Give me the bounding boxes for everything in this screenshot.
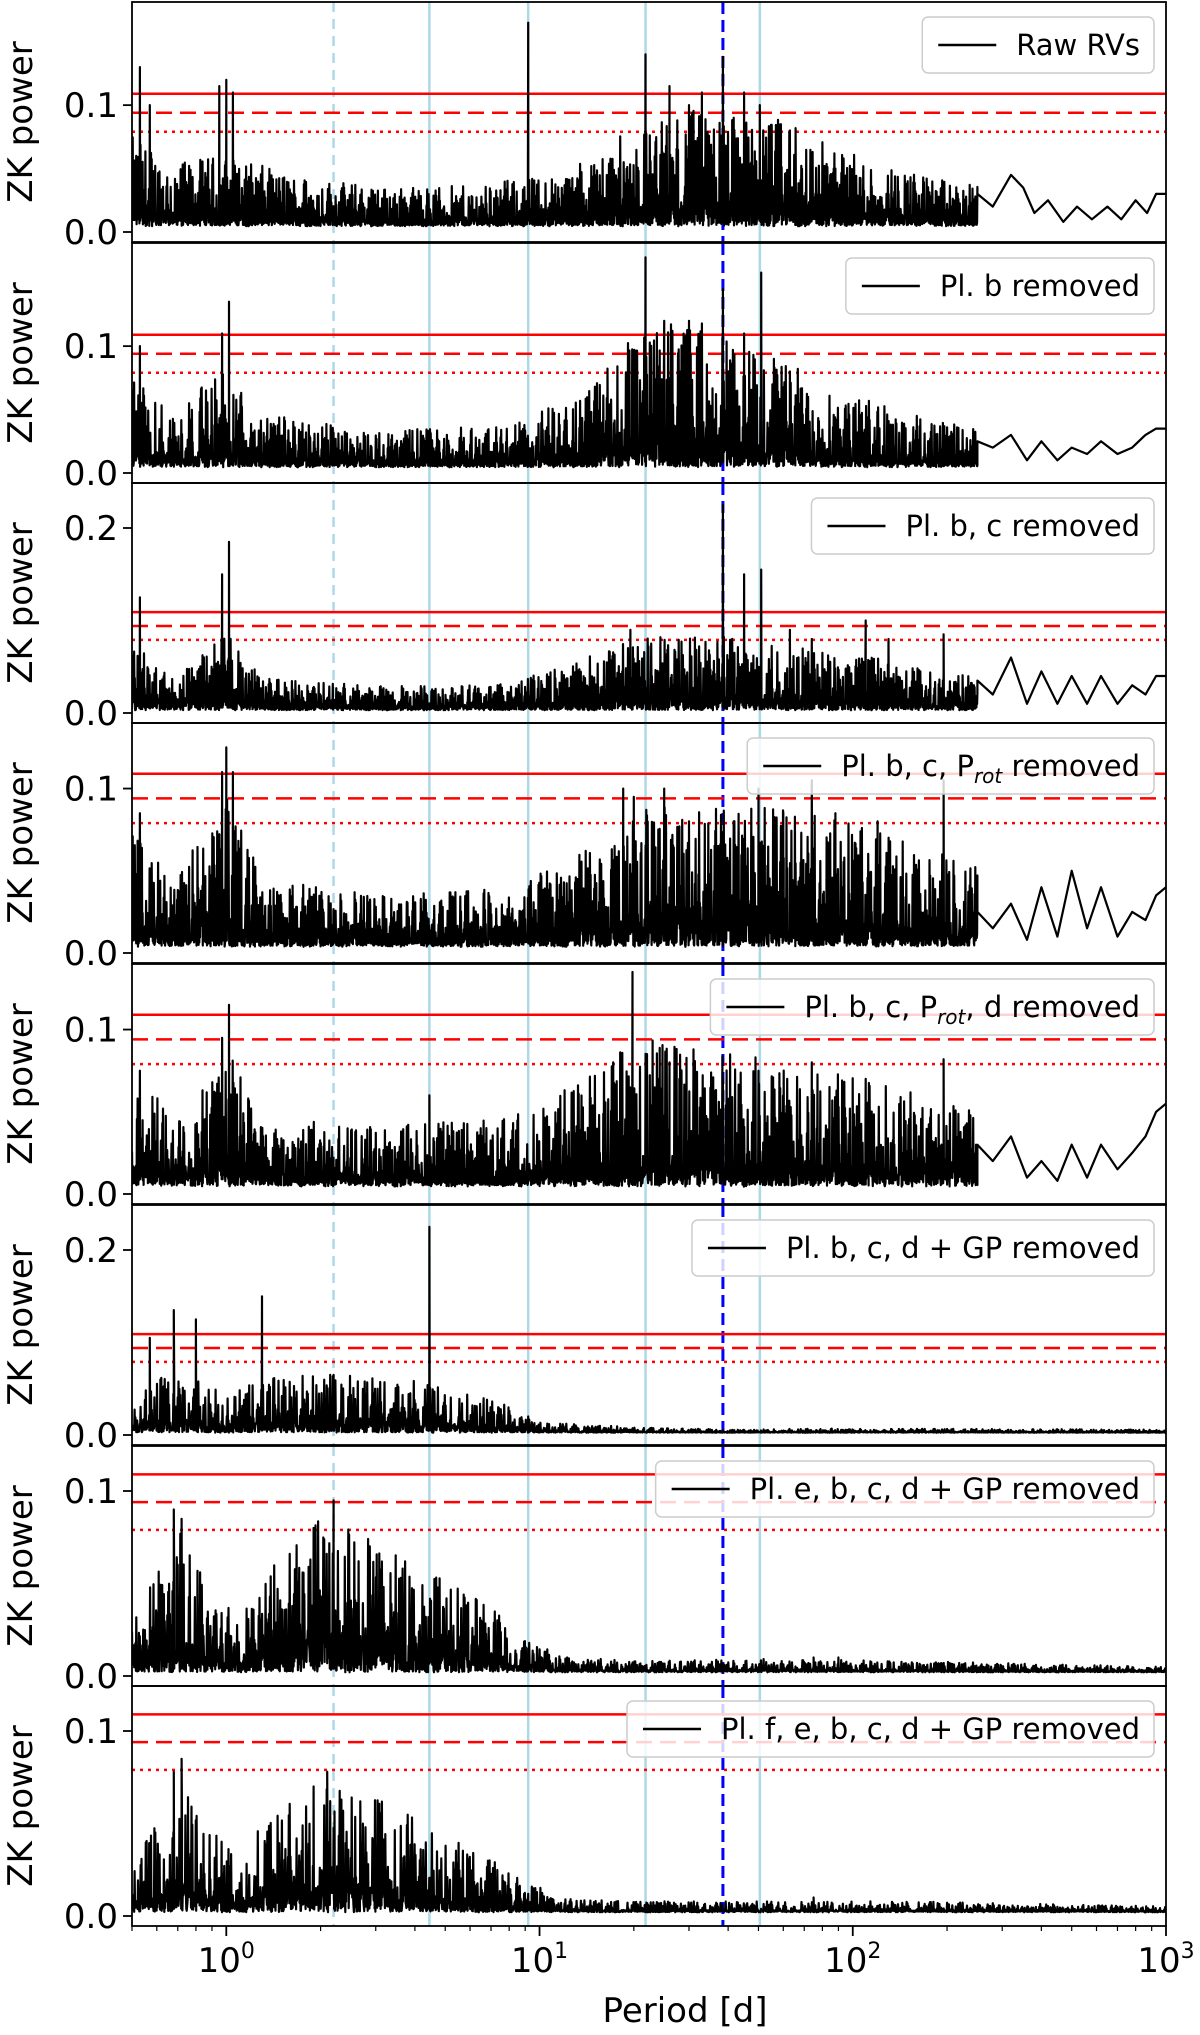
y-axis-label: ZK power — [1, 1485, 41, 1647]
panel-plot-area — [132, 2, 1166, 242]
x-axis: 100 101 102 103 — [131, 1926, 1195, 1981]
y-tick-label: 0.0 — [64, 1657, 118, 1697]
legend: Pl. b, c removed — [810, 497, 1155, 555]
panel-6: 0.0 0.2 ZK power Pl. b, c, d + GP removed — [1, 1204, 1167, 1456]
y-tick-label: 0.2 — [64, 1231, 118, 1271]
x-axis-label: Period [d] — [603, 1991, 768, 2031]
legend: Pl. b, c, Prot, d removed — [709, 978, 1155, 1036]
y-tick-label: 0.0 — [64, 934, 118, 974]
panel-plot-area — [132, 1205, 1166, 1445]
legend-box — [845, 257, 1155, 315]
y-axis-label: ZK power — [1, 522, 41, 684]
legend-label: Pl. f, e, b, c, d + GP removed — [721, 1712, 1140, 1746]
y-tick-label: 0.2 — [64, 509, 118, 549]
legend: Pl. b removed — [845, 257, 1155, 315]
legend-box — [709, 978, 1155, 1036]
x-tick-label: 102 — [824, 1939, 881, 1981]
y-tick-label: 0.0 — [64, 1416, 118, 1456]
y-axis-label: ZK power — [1, 41, 41, 203]
panel-frame — [131, 1, 1167, 243]
y-axis-label: ZK power — [1, 1725, 41, 1887]
x-tick-label: 100 — [198, 1939, 255, 1981]
x-tick-label: 101 — [511, 1939, 568, 1981]
periodogram-trace — [132, 21, 1166, 228]
legend-label: Pl. b removed — [940, 269, 1140, 303]
legend: Pl. b, c, d + GP removed — [691, 1219, 1155, 1277]
legend-box — [691, 1219, 1155, 1277]
legend-label: Raw RVs — [1016, 28, 1140, 62]
panel-plot-area — [132, 243, 1166, 483]
panel-plot-area — [132, 483, 1166, 723]
y-tick-label: 0.1 — [64, 1472, 118, 1512]
panel-frame — [131, 722, 1167, 964]
legend-box — [746, 737, 1155, 795]
panel-frame — [131, 963, 1167, 1205]
y-tick-label: 0.0 — [64, 454, 118, 494]
periodogram-trace — [132, 1225, 1166, 1434]
legend-label: Pl. e, b, c, d + GP removed — [750, 1472, 1140, 1506]
legend: Pl. f, e, b, c, d + GP removed — [626, 1700, 1155, 1758]
y-tick-label: 0.1 — [64, 86, 118, 126]
y-axis-label: ZK power — [1, 1003, 41, 1165]
y-tick-label: 0.1 — [64, 1712, 118, 1752]
periodogram-trace — [132, 970, 1166, 1188]
panel-7: 0.0 0.1 ZK power Pl. e, b, c, d + GP remove… — [1, 1445, 1167, 1697]
panel-2: 0.0 0.1 ZK power Pl. b removed — [1, 242, 1167, 494]
y-axis-label: ZK power — [1, 762, 41, 924]
legend-box — [626, 1700, 1155, 1758]
y-tick-label: 0.1 — [64, 327, 118, 367]
panel-3: 0.0 0.2 ZK power Pl. b, c removed — [1, 482, 1167, 734]
legend: Pl. e, b, c, d + GP removed — [654, 1460, 1155, 1518]
y-tick-label: 0.1 — [64, 1011, 118, 1051]
legend-label: Pl. b, c, d + GP removed — [786, 1231, 1140, 1265]
y-tick-label: 0.0 — [64, 694, 118, 734]
y-axis-label: ZK power — [1, 282, 41, 444]
periodogram-trace — [132, 746, 1166, 948]
panel-8: 0.0 0.1 ZK power Pl. f, e, b, c, d + GP rem… — [1, 1685, 1167, 1937]
legend-box — [810, 497, 1155, 555]
legend: Raw RVs — [921, 16, 1155, 74]
panel-4: 0.0 0.1 ZK power Pl. b, c, Prot removed — [1, 722, 1167, 974]
panels-layer: 0.0 0.1 ZK power Raw RVs 0.0 0.1 ZK power Pl. b… — [1, 1, 1167, 1937]
y-tick-label: 0.0 — [64, 1175, 118, 1215]
legend-box — [921, 16, 1155, 74]
legend-label: Pl. b, c removed — [905, 509, 1140, 543]
legend-label: Pl. b, c, Prot removed — [841, 749, 1140, 788]
y-tick-label: 0.0 — [64, 213, 118, 253]
panel-5: 0.0 0.1 ZK power Pl. b, c, Prot, d removed — [1, 963, 1167, 1215]
x-tick-label: 103 — [1137, 1939, 1194, 1981]
periodogram-trace — [132, 1499, 1166, 1674]
y-tick-label: 0.1 — [64, 770, 118, 810]
panel-frame — [131, 1204, 1167, 1446]
y-tick-label: 0.0 — [64, 1897, 118, 1937]
y-axis-label: ZK power — [1, 1244, 41, 1406]
periodogram-trace — [132, 503, 1166, 712]
periodogram-trace — [132, 256, 1166, 469]
panel-1: 0.0 0.1 ZK power Raw RVs — [1, 1, 1167, 253]
periodogram-trace — [132, 1757, 1166, 1914]
legend: Pl. b, c, Prot removed — [746, 737, 1155, 795]
legend-box — [654, 1460, 1155, 1518]
legend-label: Pl. b, c, Prot, d removed — [804, 990, 1140, 1029]
panel-frame — [131, 1685, 1167, 1927]
